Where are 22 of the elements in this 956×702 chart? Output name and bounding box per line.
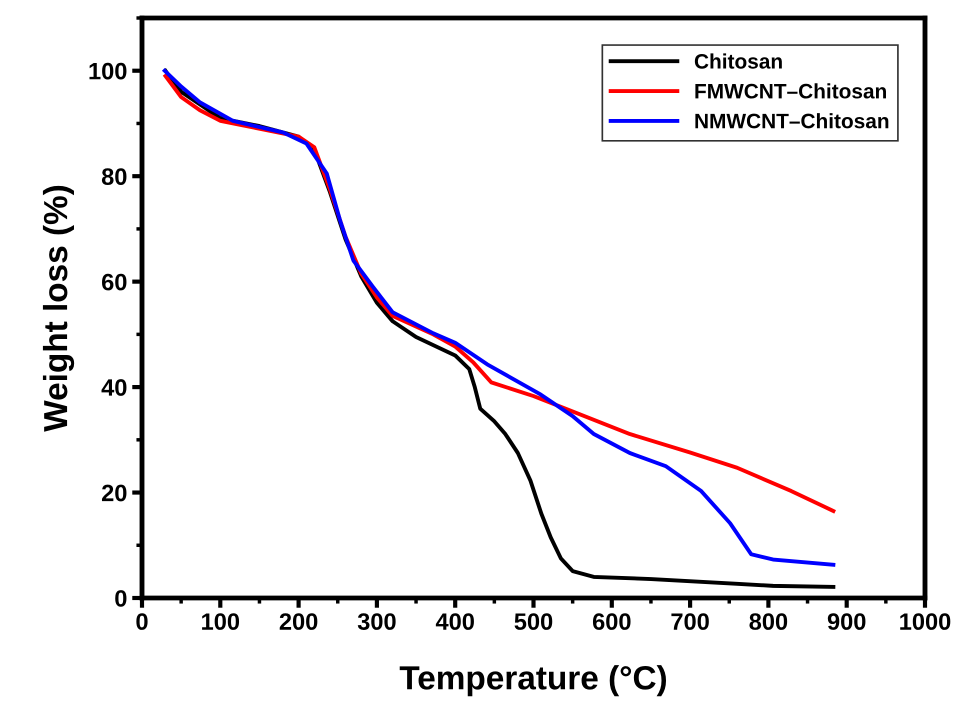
- x-tick-label: 200: [280, 613, 318, 630]
- x-tick-label: 1000: [900, 613, 950, 630]
- y-tick-label: 0: [115, 590, 126, 607]
- x-tick-label: 500: [514, 613, 552, 630]
- legend-label: NMWCNT–Chitosan: [695, 113, 888, 128]
- legend-label: FMWCNT–Chitosan: [695, 83, 886, 99]
- x-axis-title: Temperature (°C): [400, 665, 666, 696]
- x-tick-label: 700: [671, 613, 709, 630]
- y-axis-title: Weight loss (%): [42, 186, 74, 432]
- legend-label: Chitosan: [694, 53, 782, 69]
- y-tick-label: 60: [102, 274, 126, 290]
- x-tick-label: 300: [358, 613, 396, 630]
- y-tick-label: 40: [102, 379, 126, 396]
- y-tick-label: 20: [102, 484, 126, 502]
- x-tick-label: 900: [828, 613, 866, 630]
- x-tick-label: 800: [749, 613, 788, 630]
- x-tick-label: 0: [136, 613, 148, 630]
- y-tick-label: 80: [102, 168, 126, 185]
- x-tick-label: 100: [202, 613, 240, 630]
- y-tick-label: 100: [90, 62, 126, 80]
- x-tick-label: 600: [592, 613, 631, 630]
- x-tick-label: 400: [436, 613, 474, 630]
